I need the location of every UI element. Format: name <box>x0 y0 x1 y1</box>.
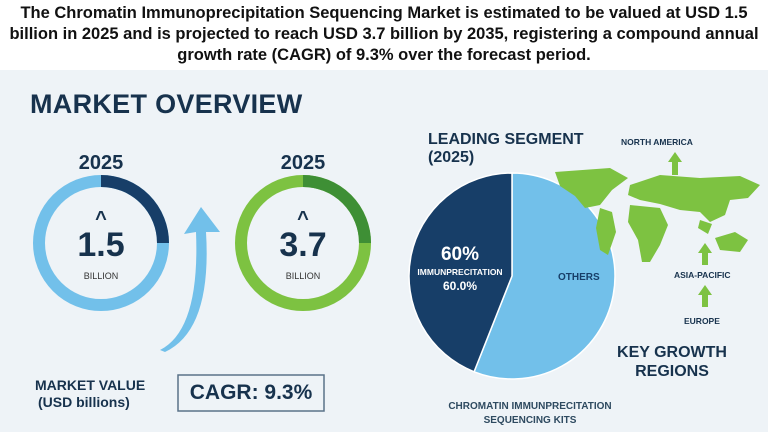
segment-caption-2: SEQUENCING KITS <box>483 415 577 426</box>
left-caret: ^ <box>95 208 107 230</box>
pie-dark-name: IMMUNPRECITATION <box>417 267 503 277</box>
region-north-america: NORTH AMERICA <box>621 137 693 147</box>
donut-right-segment <box>302 175 371 244</box>
pie-dark-pct2: 60.0% <box>442 279 478 293</box>
region-arrow-icons <box>668 152 712 307</box>
left-unit: BILLION <box>83 271 119 281</box>
pie-slice-others <box>473 172 616 380</box>
segment-caption-1: CHROMATIN IMMUNPRECITATION <box>448 401 612 412</box>
right-value: 3.7 <box>279 226 327 264</box>
right-year: 2025 <box>280 152 326 174</box>
pie-slice-immunprecitation <box>408 172 513 373</box>
cagr-value: CAGR: 9.3% <box>189 381 313 404</box>
market-value-unit: (USD billions) <box>38 394 130 410</box>
region-europe: EUROPE <box>684 316 720 326</box>
segment-pie-chart <box>408 172 616 380</box>
regions-title-2: REGIONS <box>635 363 709 380</box>
pie-dark-pct: 60% <box>440 244 480 265</box>
donut-left-segment <box>100 175 169 244</box>
overview-title: MARKET OVERVIEW <box>30 89 303 119</box>
segment-year: (2025) <box>428 149 475 166</box>
region-asia-pacific: ASIA-PACIFIC <box>674 270 731 280</box>
market-value-label: MARKET VALUE <box>35 377 146 393</box>
regions-title-1: KEY GROWTH <box>617 344 727 361</box>
segment-title: LEADING SEGMENT <box>428 131 584 148</box>
growth-arrow-icon <box>160 207 220 352</box>
cagr-box <box>177 374 325 412</box>
pie-other-label: OTHERS <box>558 272 600 283</box>
left-year: 2025 <box>78 152 124 174</box>
right-caret: ^ <box>297 208 309 230</box>
world-map-icon <box>555 168 760 262</box>
right-unit: BILLION <box>285 271 321 281</box>
left-value: 1.5 <box>77 226 125 264</box>
headline: The Chromatin Immunoprecipitation Sequen… <box>0 0 768 70</box>
